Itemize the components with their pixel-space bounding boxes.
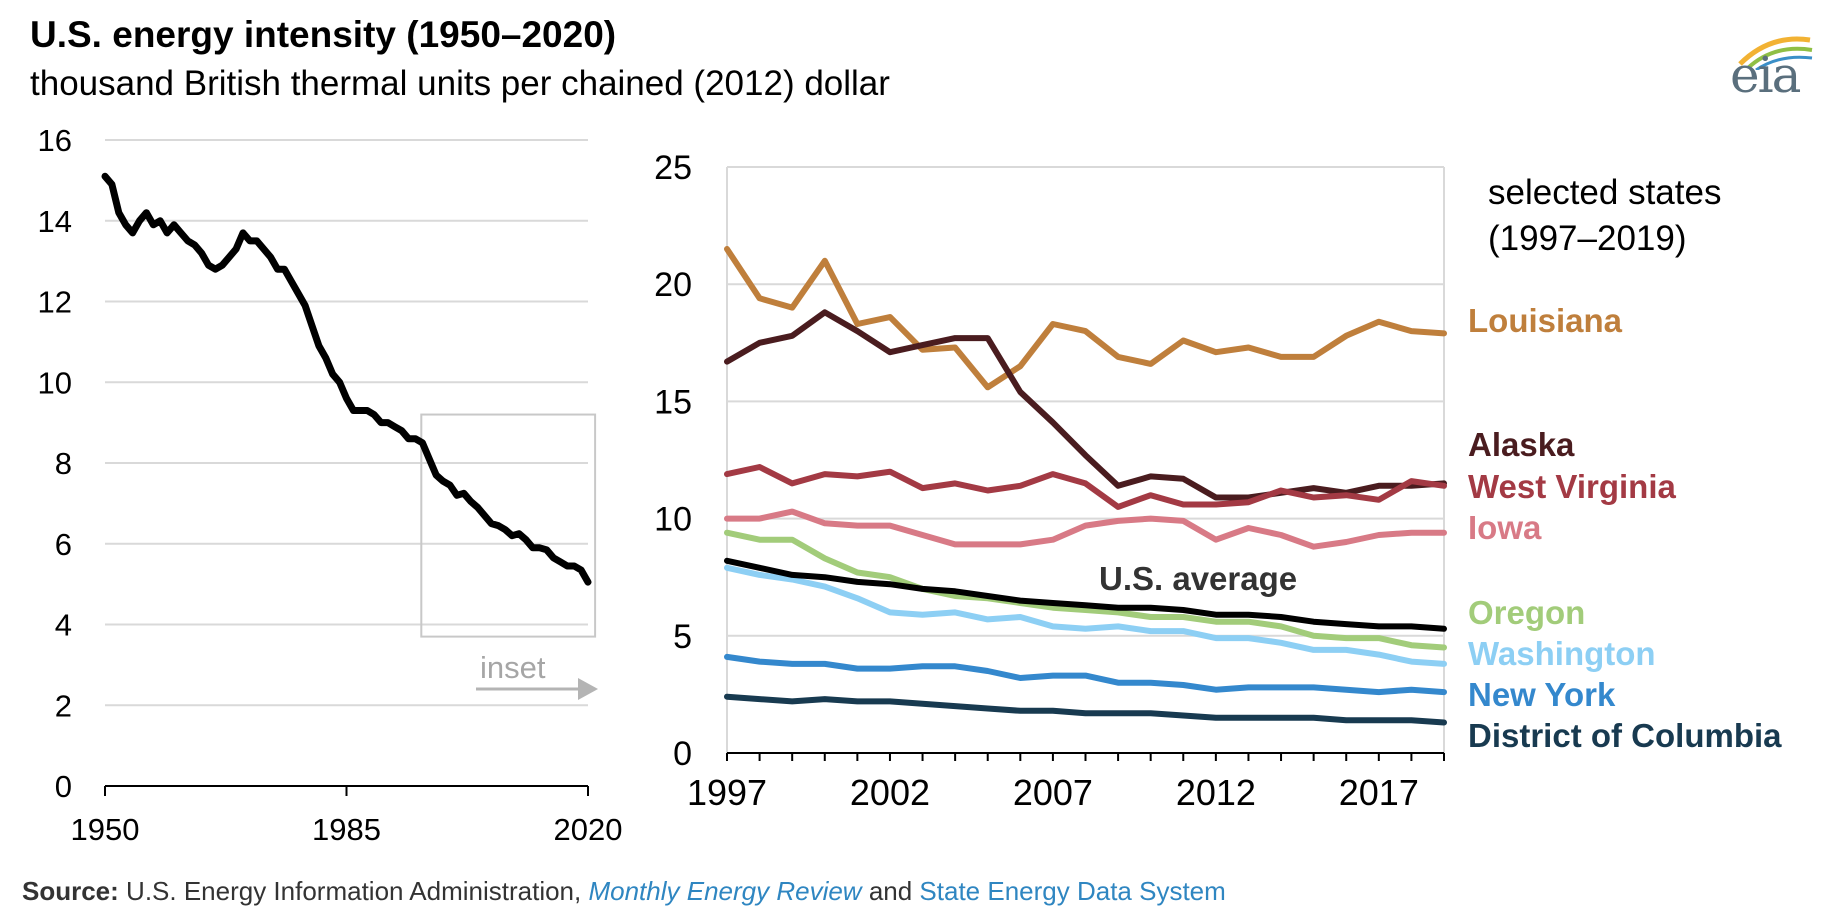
left-x-tick-label: 1950 (71, 812, 140, 847)
series-label-louisiana: Louisiana (1468, 302, 1623, 339)
right-y-tick-label: 0 (673, 735, 692, 773)
source-text-2: and (861, 876, 920, 906)
chart-subtitle: thousand British thermal units per chain… (30, 64, 890, 103)
left-y-tick-label: 10 (38, 365, 72, 400)
left-y-tick-label: 12 (38, 285, 72, 320)
source-label: Source: (22, 876, 119, 906)
eia-logo: eia (1730, 30, 1814, 104)
series-label-new-york: New York (1468, 676, 1616, 713)
right-x-tick-label: 2002 (850, 772, 930, 813)
states-panel-title: (1997–2019) (1488, 219, 1687, 258)
series-label-iowa: Iowa (1468, 509, 1542, 546)
left-y-tick-label: 2 (55, 688, 72, 723)
states-chart: 0 5 10 15 20 25 1997 2002 2007 2012 2017 selected s… (654, 149, 1782, 813)
series-line-louisiana (724, 246, 1447, 391)
long-term-chart: 0 2 4 6 8 10 12 14 16 1950 1985 2020 inset (38, 123, 623, 847)
left-y-tick-label: 14 (38, 204, 72, 239)
inset-box (420, 413, 597, 638)
left-x-tick-label: 1985 (312, 812, 381, 847)
source-text-1: U.S. Energy Information Administration, (118, 876, 589, 906)
source-note: Source: U.S. Energy Information Administ… (22, 876, 1226, 907)
source-link-seds[interactable]: State Energy Data System (919, 876, 1226, 906)
right-y-tick-label: 5 (673, 618, 692, 656)
series-label-washington: Washington (1468, 635, 1656, 672)
right-x-tick-label: 2012 (1176, 772, 1256, 813)
series-label-district-of-columbia: District of Columbia (1468, 717, 1782, 754)
states-panel-title: selected states (1488, 173, 1721, 212)
series-line-washington (724, 564, 1447, 667)
chart-title: U.S. energy intensity (1950–2020) (30, 14, 617, 55)
series-line-new-york (724, 653, 1447, 696)
eia-logo-text: eia (1730, 46, 1801, 104)
left-x-tick-label: 2020 (554, 812, 623, 847)
series-line-district-of-columbia (724, 693, 1447, 726)
series-label-oregon: Oregon (1468, 594, 1585, 631)
right-y-tick-label: 10 (654, 501, 692, 539)
left-y-tick-label: 4 (55, 608, 72, 643)
right-y-tick-label: 15 (654, 383, 692, 421)
right-y-tick-label: 25 (654, 149, 692, 187)
series-line-iowa (724, 508, 1447, 550)
right-y-tick-label: 20 (654, 266, 692, 304)
series-line-u-s-average (724, 557, 1447, 632)
left-y-tick-label: 16 (38, 123, 72, 158)
eia-logo-swoosh-icon (1738, 36, 1813, 70)
right-x-tick-label: 2017 (1339, 772, 1419, 813)
source-link-monthly-energy-review[interactable]: Monthly Energy Review (588, 876, 862, 906)
chart-canvas: 0 2 4 6 8 10 12 14 16 1950 1985 2020 inset 0 5 10 15 20 2… (38, 123, 1783, 847)
series-line-west-virginia (724, 464, 1447, 510)
right-x-tick-label: 2007 (1013, 772, 1093, 813)
inset-label: inset (480, 650, 546, 685)
series-line-oregon (724, 529, 1447, 651)
left-y-tick-label: 0 (55, 769, 72, 804)
inset-arrow-head-icon (578, 678, 598, 700)
series-label-west-virginia: West Virginia (1468, 468, 1676, 505)
series-label-u-s-average: U.S. average (1099, 560, 1297, 597)
left-y-tick-label: 8 (55, 446, 72, 481)
left-series-line (101, 172, 592, 586)
left-y-tick-label: 6 (55, 527, 72, 562)
series-line-alaska (724, 309, 1447, 501)
series-label-alaska: Alaska (1468, 426, 1575, 463)
right-x-tick-label: 1997 (687, 772, 767, 813)
